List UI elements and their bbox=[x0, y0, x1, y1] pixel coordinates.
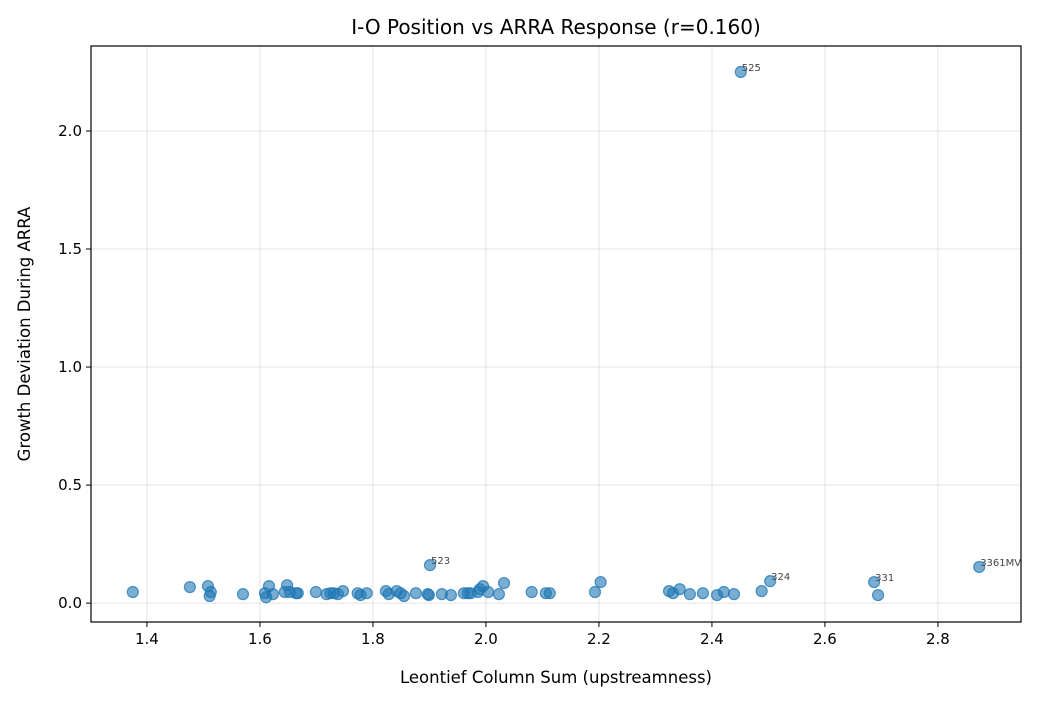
data-point bbox=[482, 585, 495, 599]
data-point bbox=[291, 587, 304, 600]
x-axis: 1.4 1.6 1.8 2.0 2.2 2.4 2.6 2.8 bbox=[135, 622, 950, 648]
y-tick-label: 0.0 bbox=[58, 594, 82, 612]
data-point bbox=[183, 580, 196, 594]
data-point bbox=[497, 576, 511, 590]
x-tick-label: 2.0 bbox=[474, 630, 498, 648]
annotations: 525 523 324 331 3361MV bbox=[431, 63, 1021, 584]
x-tick-label: 2.4 bbox=[700, 630, 724, 648]
data-point bbox=[683, 588, 697, 601]
data-point bbox=[717, 585, 730, 599]
data-point bbox=[871, 588, 885, 602]
data-point bbox=[973, 560, 986, 574]
y-tick-label: 1.0 bbox=[58, 358, 82, 376]
data-point bbox=[236, 588, 250, 601]
point-label: 324 bbox=[771, 572, 790, 583]
chart-title: I-O Position vs ARRA Response (r=0.160) bbox=[351, 15, 761, 39]
x-tick-label: 2.8 bbox=[926, 630, 950, 648]
data-point bbox=[444, 588, 458, 602]
point-label: 525 bbox=[742, 63, 761, 74]
x-tick-label: 1.6 bbox=[248, 630, 272, 648]
data-point bbox=[755, 584, 768, 598]
y-axis-label: Growth Deviation During ARRA bbox=[15, 206, 34, 461]
data-point bbox=[360, 587, 373, 600]
data-point bbox=[696, 587, 710, 600]
data-point bbox=[594, 576, 607, 589]
data-point bbox=[204, 585, 217, 599]
x-tick-label: 1.4 bbox=[135, 630, 159, 648]
data-point bbox=[492, 588, 506, 601]
point-label: 523 bbox=[431, 556, 450, 567]
data-point bbox=[423, 559, 437, 572]
data-point bbox=[397, 589, 411, 603]
data-point bbox=[734, 65, 747, 79]
data-point bbox=[266, 588, 280, 601]
y-axis: 0.0 0.5 1.0 1.5 2.0 bbox=[58, 122, 91, 612]
x-tick-label: 2.6 bbox=[813, 630, 837, 648]
grid bbox=[91, 46, 1021, 622]
points bbox=[126, 65, 986, 604]
data-point bbox=[336, 584, 350, 598]
data-point bbox=[309, 585, 322, 599]
data-point bbox=[588, 585, 602, 599]
data-point bbox=[126, 585, 139, 599]
data-point bbox=[764, 575, 777, 588]
data-point bbox=[409, 587, 422, 600]
x-axis-label: Leontief Column Sum (upstreamness) bbox=[400, 668, 712, 687]
point-label: 331 bbox=[875, 573, 894, 584]
data-point bbox=[727, 588, 741, 601]
data-point bbox=[525, 585, 538, 599]
data-point bbox=[543, 587, 556, 600]
data-point bbox=[673, 583, 686, 596]
point-label: 3361MV bbox=[980, 558, 1021, 569]
data-point bbox=[422, 588, 435, 602]
x-tick-label: 2.2 bbox=[587, 630, 611, 648]
y-tick-label: 0.5 bbox=[58, 476, 82, 494]
y-tick-label: 2.0 bbox=[58, 122, 82, 140]
data-point bbox=[867, 576, 881, 589]
plot-frame bbox=[90, 45, 1022, 623]
x-tick-label: 1.8 bbox=[361, 630, 385, 648]
y-tick-label: 1.5 bbox=[58, 240, 82, 258]
